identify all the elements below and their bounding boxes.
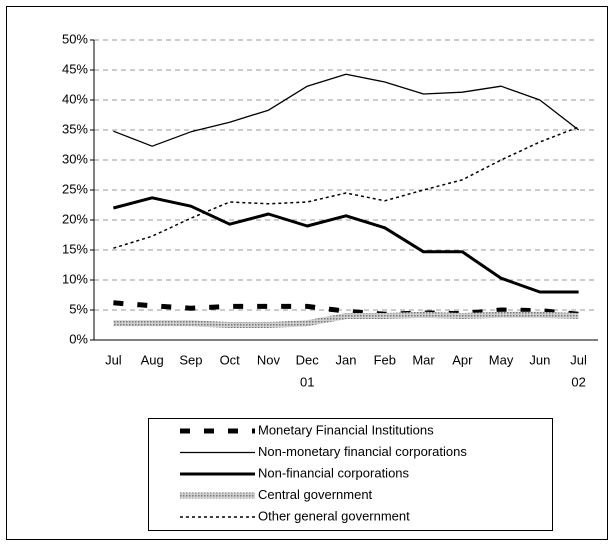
series-line [113,126,579,249]
x-sublabel: 02 [571,374,585,389]
x-tick-label: May [489,352,514,367]
y-tick-label: 40% [62,91,88,106]
x-tick-label: Jul [105,352,122,367]
x-tick-label: Jun [529,352,550,367]
series-line [113,300,579,317]
y-tick-label: 0% [69,331,88,346]
x-tick-label: Feb [374,352,396,367]
x-tick-label: Apr [452,352,473,367]
x-tick-label: Nov [257,352,281,367]
legend-label: Monetary Financial Institutions [258,422,434,437]
y-tick-label: 20% [62,211,88,226]
y-tick-label: 25% [62,181,88,196]
chart-frame [6,6,608,540]
x-tick-label: Aug [141,352,164,367]
x-tick-label: Jul [570,352,587,367]
x-tick-label: Mar [412,352,435,367]
x-sublabel: 01 [300,374,314,389]
y-tick-label: 45% [62,61,88,76]
series-line [113,73,580,147]
y-tick-label: 10% [62,271,88,286]
legend-label: Non-monetary financial corporations [258,444,467,459]
y-tick-label: 35% [62,121,88,136]
x-tick-label: Oct [220,352,241,367]
series-line [113,196,579,294]
x-tick-label: Jan [336,352,357,367]
y-tick-label: 15% [62,241,88,256]
series-line [113,311,579,328]
legend-label: Other general government [258,508,410,523]
x-tick-label: Sep [179,352,202,367]
legend-label: Central government [258,487,373,502]
y-tick-label: 50% [62,31,88,46]
legend-label: Non-financial corporations [258,465,410,480]
y-tick-label: 5% [69,301,88,316]
x-tick-label: Dec [296,352,320,367]
y-tick-label: 30% [62,151,88,166]
